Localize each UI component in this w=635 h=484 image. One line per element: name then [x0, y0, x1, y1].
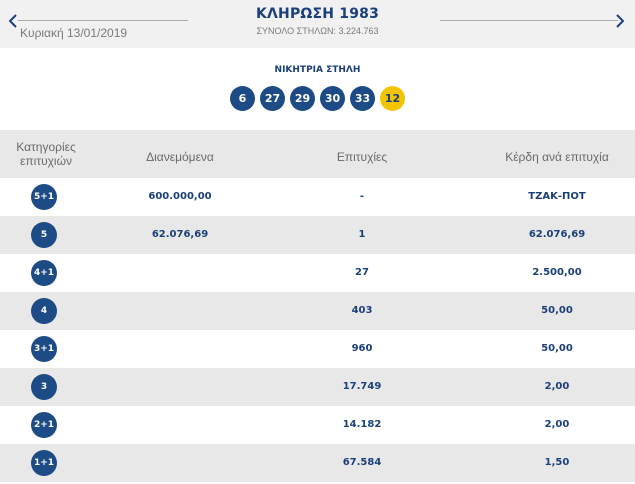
table-row: 3 17.749 2,00 — [0, 368, 635, 406]
total-columns: ΣΥΝΟΛΟ ΣΤΗΛΩΝ: 3.224.763 — [256, 26, 379, 36]
header-category: Κατηγορίες επιτυχιών — [0, 140, 92, 168]
winners-cell: 1 — [358, 229, 366, 240]
table-header: Κατηγορίες επιτυχιών Διανεμόμενα Επιτυχί… — [0, 130, 635, 178]
distributed-cell: 62.076,69 — [151, 229, 209, 240]
category-badge: 3+1 — [31, 336, 57, 362]
prize-cell: 2,00 — [544, 381, 570, 392]
category-badge: 3 — [31, 374, 57, 400]
number-ball: 27 — [260, 86, 285, 111]
winners-cell: 17.749 — [342, 381, 382, 392]
number-ball: 30 — [320, 86, 345, 111]
prize-cell: ΤΖΑΚ-ΠΟΤ — [528, 191, 586, 202]
header-category-line1: Κατηγορίες — [16, 140, 76, 154]
prize-cell: 62.076,69 — [528, 229, 586, 240]
right-divider — [440, 20, 618, 21]
chevron-right-icon[interactable] — [613, 10, 627, 32]
distributed-cell: 600.000,00 — [148, 191, 212, 202]
prize-table: Κατηγορίες επιτυχιών Διανεμόμενα Επιτυχί… — [0, 130, 635, 482]
number-ball: 33 — [350, 86, 375, 111]
date-divider — [18, 20, 188, 21]
draw-header: Κυριακή 13/01/2019 ΚΛΗΡΩΣΗ 1983 ΣΥΝΟΛΟ Σ… — [0, 0, 635, 48]
table-row: 5 62.076,69 1 62.076,69 — [0, 216, 635, 254]
prize-cell: 2.500,00 — [532, 267, 582, 278]
winners-cell: 960 — [351, 343, 373, 354]
winners-cell: 27 — [355, 267, 369, 278]
header-prize: Κέρδη ανά επιτυχία — [505, 150, 609, 164]
category-badge: 1+1 — [31, 450, 57, 476]
number-ball: 6 — [230, 86, 255, 111]
number-ball: 29 — [290, 86, 315, 111]
category-badge: 4 — [31, 298, 57, 324]
table-row: 4+1 27 2.500,00 — [0, 254, 635, 292]
prize-cell: 1,50 — [544, 457, 570, 468]
prize-cell: 50,00 — [541, 343, 573, 354]
header-category-line2: επιτυχιών — [20, 154, 72, 168]
winners-cell: - — [359, 191, 365, 202]
category-badge: 5 — [31, 222, 57, 248]
winning-column-label: ΝΙΚΗΤΡΙΑ ΣΤΗΛΗ — [274, 65, 361, 75]
header-winners: Επιτυχίες — [336, 150, 388, 164]
winners-cell: 67.584 — [342, 457, 382, 468]
winners-cell: 403 — [351, 305, 373, 316]
table-row: 2+1 14.182 2,00 — [0, 406, 635, 444]
winning-numbers: 6 27 29 30 33 12 — [0, 86, 635, 111]
category-badge: 5+1 — [31, 184, 57, 210]
table-row: 4 403 50,00 — [0, 292, 635, 330]
category-badge: 2+1 — [31, 412, 57, 438]
category-badge: 4+1 — [31, 260, 57, 286]
draw-date: Κυριακή 13/01/2019 — [20, 26, 128, 40]
chevron-left-icon[interactable] — [6, 10, 20, 32]
table-row: 3+1 960 50,00 — [0, 330, 635, 368]
header-distributed: Διανεμόμενα — [146, 150, 214, 164]
table-row: 1+1 67.584 1,50 — [0, 444, 635, 482]
draw-title: ΚΛΗΡΩΣΗ 1983 — [255, 6, 380, 22]
prize-cell: 2,00 — [544, 419, 570, 430]
table-row: 5+1 600.000,00 - ΤΖΑΚ-ΠΟΤ — [0, 178, 635, 216]
prize-cell: 50,00 — [541, 305, 573, 316]
joker-ball: 12 — [380, 86, 405, 111]
winners-cell: 14.182 — [342, 419, 382, 430]
